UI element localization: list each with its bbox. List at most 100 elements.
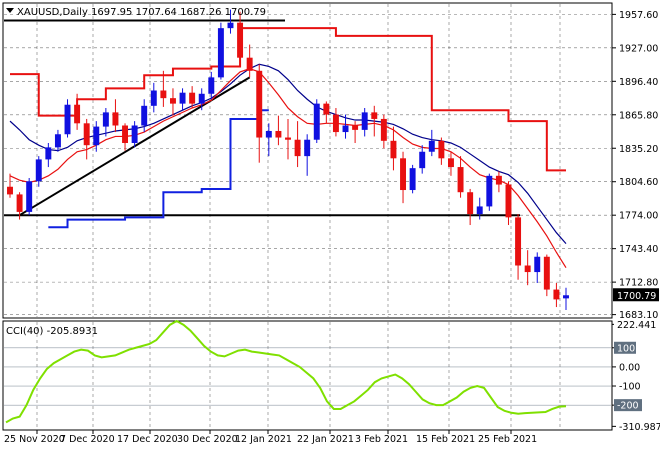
cci-label-0: 222.441 bbox=[617, 320, 656, 331]
candle-body-24 bbox=[237, 22, 244, 58]
candle-body-3 bbox=[35, 159, 42, 182]
cci-series-line bbox=[5, 319, 567, 424]
candle-body-42 bbox=[409, 168, 416, 191]
candle-body-28 bbox=[275, 130, 282, 138]
candle-body-40 bbox=[390, 140, 397, 159]
candle-body-11 bbox=[112, 112, 119, 126]
candle-body-38 bbox=[371, 112, 378, 119]
candle-body-17 bbox=[169, 98, 176, 104]
candle-body-45 bbox=[438, 140, 445, 159]
candle-body-52 bbox=[505, 184, 512, 218]
date-label-1: 7 Dec 2020 bbox=[60, 434, 115, 445]
ma-fast-line bbox=[9, 67, 567, 269]
candle-body-54 bbox=[524, 265, 531, 273]
cci-tag-0 bbox=[614, 318, 660, 331]
current-price-tag bbox=[613, 288, 659, 302]
cci-tag-1 bbox=[614, 341, 636, 354]
price-label-10: 1683.10 bbox=[619, 310, 658, 321]
date-label-2: 17 Dec 2020 bbox=[117, 434, 178, 445]
candle-body-57 bbox=[553, 289, 560, 300]
candle-body-9 bbox=[93, 126, 100, 146]
date-label-8: 25 Feb 2021 bbox=[478, 434, 537, 445]
date-label-4: 12 Jan 2021 bbox=[235, 434, 292, 445]
candle-body-16 bbox=[160, 90, 167, 99]
price-label-4: 1835.20 bbox=[619, 144, 658, 155]
candle-body-50 bbox=[486, 175, 493, 207]
cci-line bbox=[4, 319, 611, 424]
price-label-1: 1927.00 bbox=[619, 43, 658, 54]
candle-body-23 bbox=[227, 22, 234, 29]
candle-body-31 bbox=[304, 139, 311, 157]
cci-label-4: -200 bbox=[617, 401, 639, 412]
candle-body-4 bbox=[45, 147, 52, 160]
cci-label-3: -100 bbox=[619, 382, 641, 393]
candle-body-46 bbox=[447, 158, 454, 168]
candle-body-12 bbox=[122, 125, 129, 143]
candle-body-35 bbox=[342, 125, 349, 133]
symbol-header: XAUUSD,Daily 1697.95 1707.64 1687.26 170… bbox=[17, 7, 266, 18]
price-label-5: 1804.60 bbox=[619, 177, 658, 188]
candle-body-27 bbox=[265, 130, 272, 138]
cci-tag-4 bbox=[614, 399, 642, 412]
candle-body-34 bbox=[332, 114, 339, 133]
candle-body-10 bbox=[102, 112, 109, 127]
candle-body-53 bbox=[515, 217, 522, 266]
candle-body-47 bbox=[457, 167, 464, 193]
candle-body-39 bbox=[380, 118, 387, 141]
price-label-6: 1774.00 bbox=[619, 211, 658, 222]
date-label-5: 22 Jan 2021 bbox=[297, 434, 354, 445]
candle-body-29 bbox=[285, 137, 291, 140]
price-axis: 1957.60 1927.00 1896.40 1865.80 1835.20 1804.… bbox=[612, 10, 659, 321]
lower-band bbox=[48, 109, 269, 229]
date-label-0: 25 Nov 2020 bbox=[4, 434, 65, 445]
price-label-8: 1712.80 bbox=[619, 278, 658, 289]
candle-body-37 bbox=[361, 112, 368, 130]
cci-header: CCI(40) -205.8931 bbox=[6, 326, 98, 337]
cci-label-2: 0.00 bbox=[619, 362, 640, 373]
candle-body-56 bbox=[543, 256, 550, 290]
candle-body-21 bbox=[208, 77, 215, 94]
candle-body-5 bbox=[54, 134, 61, 148]
price-label-0: 1957.60 bbox=[619, 10, 658, 21]
price-label-2: 1896.40 bbox=[619, 77, 658, 88]
candle-body-41 bbox=[400, 158, 407, 191]
candle-body-44 bbox=[428, 140, 435, 152]
ma-slow-line bbox=[9, 63, 567, 245]
candle-body-51 bbox=[495, 175, 502, 185]
candle-body-14 bbox=[141, 105, 148, 126]
candle-body-26 bbox=[256, 70, 263, 138]
candle-body-49 bbox=[476, 206, 483, 215]
candle-body-43 bbox=[419, 151, 426, 169]
date-label-3: 30 Dec 2020 bbox=[177, 434, 238, 445]
candle-body-55 bbox=[534, 256, 541, 273]
candle-body-32 bbox=[313, 103, 320, 140]
candle-body-8 bbox=[83, 123, 90, 146]
current-price-label: 1700.79 bbox=[617, 291, 656, 302]
candle-body-20 bbox=[198, 93, 205, 104]
candle-body-19 bbox=[189, 92, 196, 104]
price-label-7: 1743.40 bbox=[619, 244, 658, 255]
moving-averages bbox=[9, 63, 567, 269]
candle-body-48 bbox=[467, 192, 474, 215]
candle-body-15 bbox=[150, 90, 157, 106]
candle-body-18 bbox=[179, 92, 186, 104]
candle-body-22 bbox=[217, 28, 224, 78]
candle-body-30 bbox=[294, 139, 301, 157]
candle-body-1 bbox=[16, 194, 23, 212]
cci-label-1: 100 bbox=[617, 343, 635, 354]
candle-body-6 bbox=[64, 104, 71, 135]
candle-body-25 bbox=[246, 57, 253, 71]
date-label-7: 15 Feb 2021 bbox=[416, 434, 475, 445]
candle-body-58 bbox=[563, 295, 569, 299]
candle-body-13 bbox=[131, 125, 138, 143]
collapse-triangle-icon[interactable] bbox=[6, 8, 14, 13]
date-label-6: 3 Feb 2021 bbox=[355, 434, 408, 445]
candle-body-2 bbox=[26, 181, 33, 212]
price-label-3: 1865.80 bbox=[619, 110, 658, 121]
candles bbox=[7, 9, 569, 311]
candle-body-33 bbox=[323, 103, 330, 115]
